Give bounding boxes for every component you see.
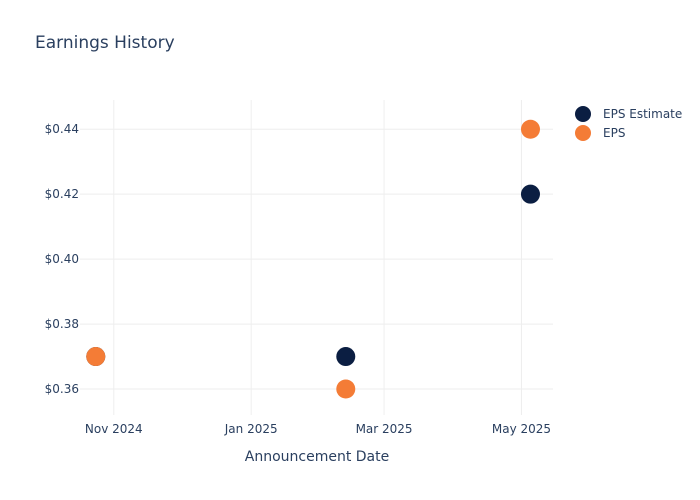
y-tick-label: $0.38	[45, 317, 79, 331]
x-tick-label: Mar 2025	[356, 422, 413, 436]
legend-label[interactable]: EPS	[603, 126, 625, 140]
tick-layer: Nov 2024 Jan 2025 Mar 2025 May 2025 $0.36 $0.…	[45, 122, 551, 436]
x-tick-label: Jan 2025	[224, 422, 278, 436]
x-tick-label: May 2025	[492, 422, 551, 436]
y-tick-label: $0.40	[45, 252, 79, 266]
point-layer	[86, 119, 540, 399]
x-axis-title: Announcement Date	[245, 449, 389, 465]
chart-title: Earnings History	[35, 33, 175, 53]
point-eps-estimate[interactable]	[336, 347, 356, 367]
y-tick-label: $0.36	[45, 382, 79, 396]
legend-marker[interactable]	[575, 125, 591, 141]
point-eps[interactable]	[86, 347, 106, 367]
point-eps[interactable]	[336, 379, 356, 399]
point-eps[interactable]	[520, 119, 540, 139]
x-tick-label: Nov 2024	[85, 422, 143, 436]
point-eps-estimate[interactable]	[520, 184, 540, 204]
legend-marker[interactable]	[575, 106, 591, 122]
legend-label[interactable]: EPS Estimate	[603, 107, 682, 121]
y-tick-label: $0.42	[45, 187, 79, 201]
grid-layer	[80, 100, 553, 415]
legend[interactable]: EPS Estimate EPS	[575, 106, 682, 141]
y-tick-label: $0.44	[45, 122, 79, 136]
